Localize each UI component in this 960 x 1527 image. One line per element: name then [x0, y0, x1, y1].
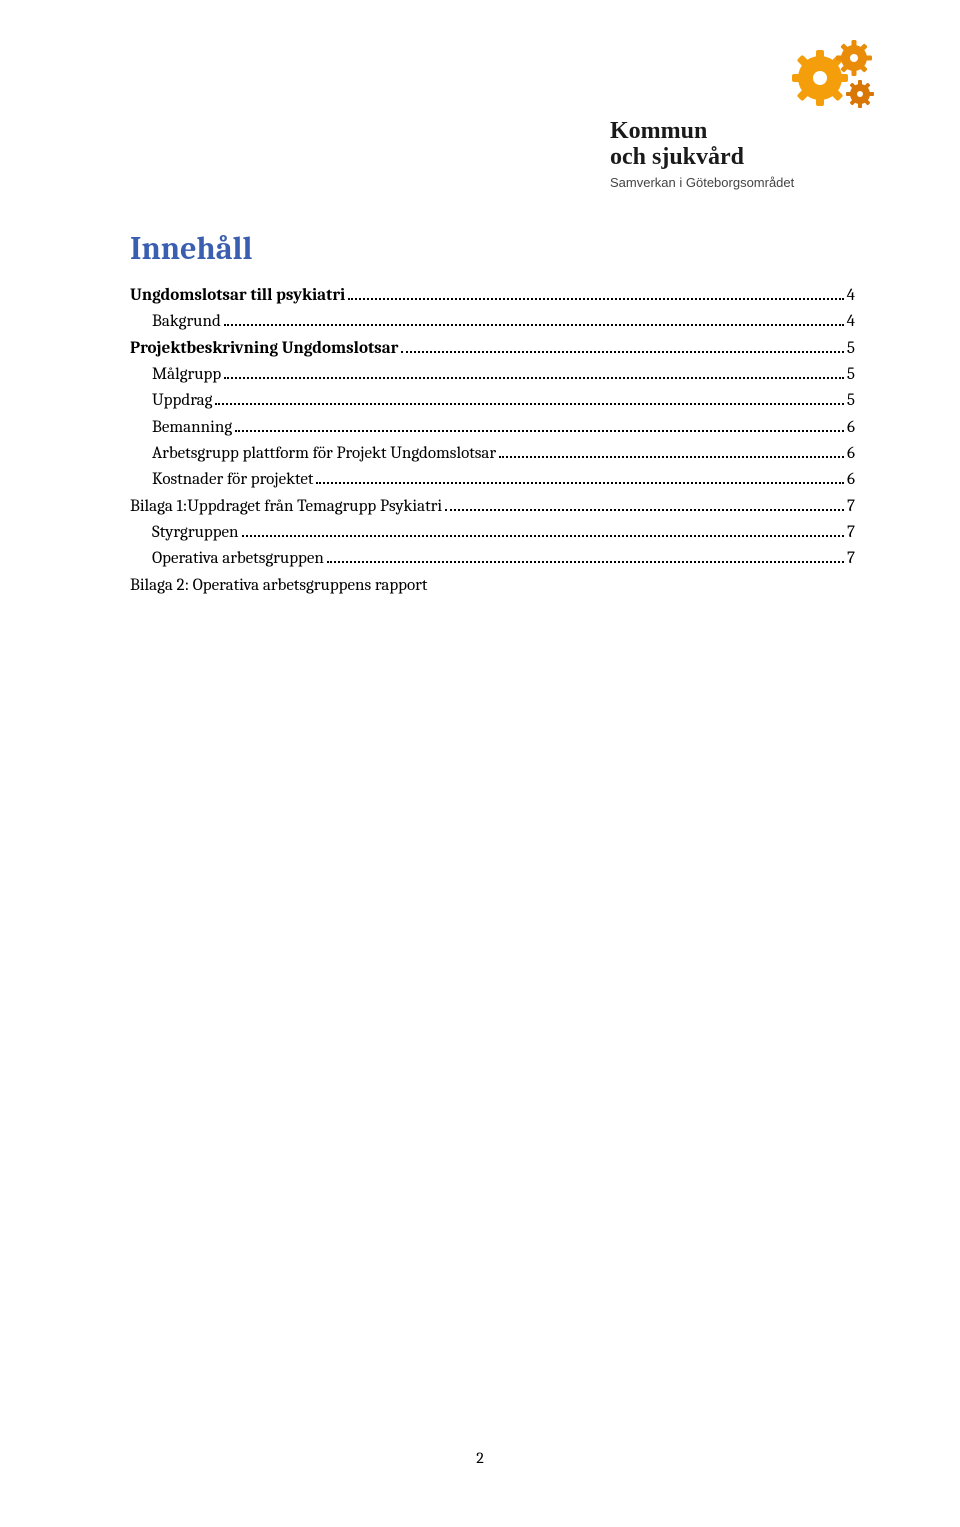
toc-heading: Innehåll — [130, 230, 855, 267]
toc-label: Arbetsgrupp plattform för Projekt Ungdom… — [152, 441, 496, 467]
toc-page-number: 5 — [847, 336, 855, 362]
toc-leader-dots — [242, 524, 844, 538]
toc-leader-dots — [215, 392, 843, 406]
table-of-contents: Ungdomslotsar till psykiatri4Bakgrund4Pr… — [130, 283, 855, 599]
toc-label: Bakgrund — [152, 309, 221, 335]
toc-leader-dots — [235, 418, 844, 432]
toc-label: Bemanning — [152, 415, 232, 441]
toc-page-number: 6 — [847, 441, 855, 467]
toc-row: Kostnader för projektet 6 — [130, 467, 855, 493]
toc-leader-dots — [499, 444, 844, 458]
toc-leader-dots — [401, 339, 844, 353]
toc-row: Bemanning 6 — [130, 415, 855, 441]
toc-label: Styrgruppen — [152, 520, 239, 546]
page-body: Innehåll Ungdomslotsar till psykiatri4Ba… — [130, 40, 855, 599]
toc-label: Bilaga 2: Operativa arbetsgruppens rappo… — [130, 573, 427, 599]
toc-row: Styrgruppen 7 — [130, 520, 855, 546]
toc-row: Bilaga 2: Operativa arbetsgruppens rappo… — [130, 573, 855, 599]
toc-label: Projektbeskrivning Ungdomslotsar — [130, 336, 398, 362]
toc-leader-dots — [224, 313, 844, 327]
toc-page-number: 6 — [847, 467, 855, 493]
toc-page-number: 7 — [847, 494, 855, 520]
toc-label: Kostnader för projektet — [152, 467, 313, 493]
toc-page-number: 5 — [847, 362, 855, 388]
toc-page-number: 4 — [847, 283, 855, 309]
toc-label: Bilaga 1:Uppdraget från Temagrupp Psykia… — [130, 494, 442, 520]
toc-leader-dots — [327, 550, 844, 564]
toc-page-number: 4 — [847, 309, 855, 335]
toc-page-number: 5 — [847, 388, 855, 414]
page-number: 2 — [0, 1449, 960, 1467]
toc-leader-dots — [348, 286, 843, 300]
toc-label: Ungdomslotsar till psykiatri — [130, 283, 345, 309]
toc-row: Bakgrund 4 — [130, 309, 855, 335]
toc-row: Bilaga 1:Uppdraget från Temagrupp Psykia… — [130, 494, 855, 520]
toc-row: Operativa arbetsgruppen 7 — [130, 546, 855, 572]
toc-page-number: 7 — [847, 546, 855, 572]
toc-label: Målgrupp — [152, 362, 221, 388]
toc-leader-dots — [316, 471, 844, 485]
toc-row: Målgrupp 5 — [130, 362, 855, 388]
toc-leader-dots — [224, 365, 844, 379]
toc-label: Operativa arbetsgruppen — [152, 546, 324, 572]
toc-row: Projektbeskrivning Ungdomslotsar 5 — [130, 336, 855, 362]
toc-row: Arbetsgrupp plattform för Projekt Ungdom… — [130, 441, 855, 467]
toc-leader-dots — [445, 497, 844, 511]
toc-page-number: 7 — [847, 520, 855, 546]
toc-label: Uppdrag — [152, 388, 212, 414]
toc-row: Uppdrag 5 — [130, 388, 855, 414]
toc-row: Ungdomslotsar till psykiatri 4 — [130, 283, 855, 309]
toc-page-number: 6 — [847, 415, 855, 441]
